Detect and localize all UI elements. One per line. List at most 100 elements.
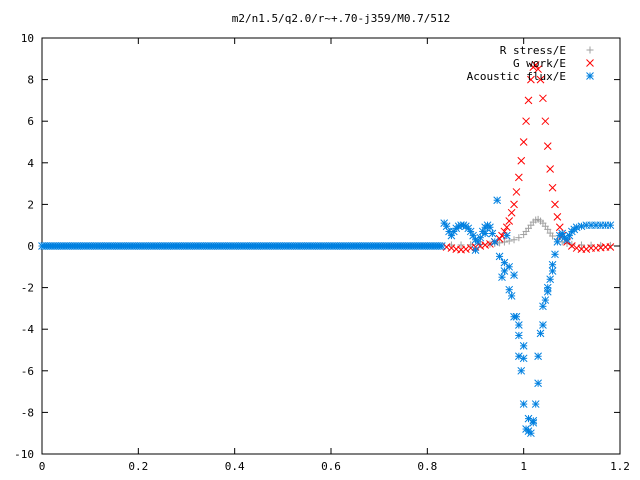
- data-point: [502, 231, 511, 240]
- data-point: [522, 117, 530, 126]
- data-point: [493, 196, 502, 205]
- data-point: [510, 271, 518, 279]
- data-point: [524, 96, 533, 105]
- data-point: [555, 223, 564, 232]
- y-tick-label: 4: [27, 157, 34, 170]
- data-point: [500, 238, 508, 246]
- data-point: [536, 329, 545, 338]
- data-point: [462, 245, 470, 253]
- data-point: [529, 418, 538, 427]
- data-point: [502, 223, 511, 232]
- data-point: [606, 221, 615, 230]
- data-series: [38, 61, 615, 438]
- data-point: [495, 234, 504, 243]
- data-point: [514, 321, 523, 329]
- data-point: [510, 312, 518, 321]
- data-point: [510, 200, 518, 209]
- data-point: [572, 223, 581, 232]
- data-point: [519, 354, 528, 363]
- data-point: [447, 244, 456, 252]
- data-point: [553, 237, 562, 246]
- data-point: [539, 321, 547, 329]
- data-point: [539, 94, 547, 103]
- data-point: [488, 229, 497, 238]
- data-point: [517, 366, 526, 375]
- data-point: [543, 283, 552, 292]
- y-tick-label: -6: [21, 365, 34, 378]
- data-point: [519, 400, 528, 408]
- x-tick-label: 1: [520, 460, 527, 473]
- data-point: [490, 237, 499, 246]
- legend-label: R stress/E: [500, 44, 566, 57]
- data-point: [551, 200, 559, 209]
- legend-marker: [586, 46, 594, 54]
- x-tick-label: 0.8: [417, 460, 437, 473]
- data-point: [534, 379, 542, 388]
- data-point: [442, 243, 451, 251]
- data-point: [507, 292, 516, 300]
- y-tick-label: 0: [27, 240, 34, 253]
- data-point: [486, 223, 494, 232]
- y-tick-label: -10: [14, 448, 34, 461]
- data-point: [534, 352, 542, 361]
- axis-ticks: 0 0.2 0.4 0.6 0.8 1 1.2 -10 -8 -6 -4 -2 0 2 4 6 8 10: [14, 32, 630, 473]
- data-point: [541, 296, 550, 304]
- y-tick-label: -8: [21, 406, 34, 419]
- data-point: [546, 165, 555, 173]
- data-point: [567, 242, 576, 250]
- data-point: [543, 142, 552, 151]
- data-point: [514, 173, 523, 182]
- data-point: [531, 400, 540, 408]
- y-tick-label: -2: [21, 282, 34, 295]
- data-point: [519, 341, 528, 350]
- data-point: [548, 183, 557, 192]
- data-point: [498, 273, 506, 282]
- data-point: [505, 285, 514, 294]
- data-point: [519, 138, 528, 146]
- data-point: [548, 267, 557, 275]
- data-point: [527, 75, 535, 84]
- data-point: [577, 222, 586, 231]
- y-tick-label: 6: [27, 115, 34, 128]
- data-point: [505, 217, 514, 225]
- data-point: [514, 331, 523, 340]
- data-point: [471, 246, 480, 255]
- series-1: [442, 61, 615, 254]
- legend-label: Acoustic flux/E: [467, 70, 566, 83]
- data-point: [549, 232, 557, 240]
- data-point: [481, 241, 489, 249]
- data-point: [481, 229, 489, 238]
- x-tick-label: 0: [39, 460, 46, 473]
- data-point: [572, 244, 581, 252]
- data-point: [510, 236, 518, 244]
- data-point: [531, 61, 540, 69]
- data-point: [553, 213, 562, 221]
- data-point: [457, 241, 465, 249]
- x-tick-label: 0.4: [225, 460, 245, 473]
- data-point: [548, 260, 557, 269]
- x-tick-label: 0.2: [128, 460, 148, 473]
- chart-title: m2/n1.5/q2.0/r~+.70-j359/M0.7/512: [232, 12, 451, 25]
- data-point: [515, 234, 523, 242]
- y-tick-label: 8: [27, 74, 34, 87]
- data-point: [541, 117, 550, 126]
- data-point: [606, 243, 615, 251]
- data-point: [512, 188, 521, 196]
- data-point: [524, 414, 533, 423]
- y-tick-label: 2: [27, 198, 34, 211]
- data-point: [546, 275, 555, 284]
- legend-marker: [586, 72, 594, 80]
- data-point: [442, 222, 451, 231]
- data-point: [544, 225, 552, 233]
- x-tick-label: 0.6: [321, 460, 341, 473]
- data-point: [496, 239, 504, 247]
- data-point: [539, 302, 547, 311]
- data-point: [534, 65, 542, 74]
- series-2: [38, 196, 615, 438]
- y-tick-label: -4: [21, 323, 35, 336]
- legend-label: G work/E: [513, 57, 566, 70]
- data-point: [507, 208, 516, 217]
